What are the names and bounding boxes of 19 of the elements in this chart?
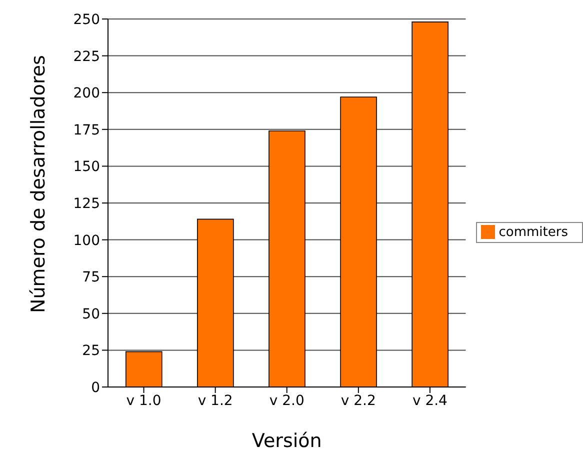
x-tick-label: v 1.2 bbox=[198, 392, 233, 409]
y-tick-label: 175 bbox=[73, 122, 100, 138]
y-tick-label: 0 bbox=[91, 380, 100, 396]
y-tick-label: 250 bbox=[73, 12, 100, 28]
x-tick-label: v 2.4 bbox=[412, 392, 448, 409]
y-tick-label: 75 bbox=[82, 270, 100, 286]
x-tick-label: v 2.0 bbox=[269, 392, 304, 409]
y-tick-label: 150 bbox=[73, 159, 100, 176]
y-axis-title: Número de desarrolladores bbox=[28, 55, 50, 313]
x-tick-label: v 1.0 bbox=[126, 392, 162, 409]
y-tick-label: 125 bbox=[73, 196, 100, 212]
x-axis-title: Versión bbox=[252, 430, 322, 452]
y-tick-label: 50 bbox=[82, 306, 100, 322]
y-tick-label: 25 bbox=[82, 343, 100, 360]
y-tick-label: 200 bbox=[73, 86, 100, 102]
y-tick-label: 225 bbox=[73, 48, 100, 65]
legend-label: commiters bbox=[498, 225, 568, 240]
y-tick-label: 100 bbox=[73, 232, 100, 249]
x-tick-label: v 2.2 bbox=[340, 392, 376, 409]
